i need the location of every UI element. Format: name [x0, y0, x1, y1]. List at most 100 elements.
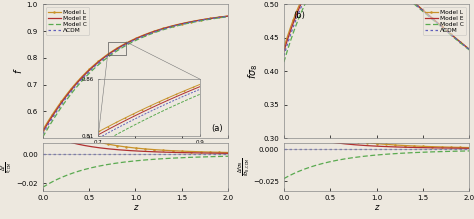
- ΛCDM: [73, 153, 78, 156]
- Model E: [365, 144, 371, 147]
- ΛCDM: [420, 148, 426, 150]
- Model L: [225, 151, 231, 154]
- ΛCDM: [88, 153, 93, 156]
- ΛCDM: [164, 153, 169, 156]
- Model E: [314, 138, 319, 141]
- X-axis label: z: z: [133, 203, 137, 212]
- Model E: [180, 151, 185, 154]
- Model C: [180, 156, 185, 159]
- Model C: [88, 71, 93, 73]
- Model L: [88, 139, 93, 141]
- Line: Model E: Model E: [284, 0, 469, 51]
- ΛCDM: [405, 148, 410, 150]
- Model E: [73, 142, 78, 145]
- Line: Model L: Model L: [283, 111, 471, 149]
- Model L: [365, 141, 371, 144]
- Model C: [365, 155, 371, 157]
- Model C: [420, 151, 426, 154]
- Model E: [180, 22, 185, 25]
- Line: Model L: Model L: [283, 0, 471, 50]
- Model E: [124, 149, 129, 152]
- Model L: [390, 144, 396, 146]
- Model C: [40, 186, 46, 189]
- Model C: [281, 177, 287, 180]
- ΛCDM: [180, 23, 185, 25]
- Model L: [281, 111, 287, 114]
- Y-axis label: $\frac{\Delta f}{f_{\rm CDM}}$: $\frac{\Delta f}{f_{\rm CDM}}$: [0, 161, 15, 173]
- ΛCDM: [149, 31, 155, 34]
- ΛCDM: [281, 54, 287, 57]
- Line: Model C: Model C: [43, 156, 228, 187]
- ΛCDM: [328, 148, 334, 150]
- Model L: [40, 129, 46, 131]
- Model C: [149, 32, 155, 35]
- Model E: [124, 42, 129, 45]
- Model L: [149, 148, 155, 151]
- Model E: [466, 48, 472, 51]
- ΛCDM: [149, 153, 155, 156]
- ΛCDM: [124, 43, 129, 45]
- ΛCDM: [466, 148, 472, 150]
- Model C: [73, 171, 78, 173]
- Model C: [466, 49, 472, 51]
- X-axis label: z: z: [374, 203, 379, 212]
- Line: Model E: Model E: [43, 132, 228, 153]
- Model E: [164, 26, 169, 29]
- ΛCDM: [40, 132, 46, 135]
- ΛCDM: [281, 148, 287, 150]
- Model C: [314, 164, 319, 166]
- Model C: [405, 152, 410, 154]
- Model C: [328, 160, 334, 163]
- Model E: [88, 68, 93, 71]
- ΛCDM: [124, 153, 129, 156]
- Model L: [225, 15, 231, 17]
- Line: ΛCDM: ΛCDM: [284, 0, 469, 56]
- Model L: [328, 135, 334, 138]
- Model C: [88, 167, 93, 169]
- Model C: [164, 157, 169, 160]
- Legend: Model L, Model E, Model C, ΛCDM: Model L, Model E, Model C, ΛCDM: [46, 7, 89, 35]
- Model E: [164, 151, 169, 154]
- ΛCDM: [225, 15, 231, 18]
- Model C: [225, 155, 231, 157]
- ΛCDM: [390, 148, 396, 150]
- Model L: [88, 67, 93, 70]
- Y-axis label: $f\sigma_8$: $f\sigma_8$: [246, 64, 260, 79]
- Model C: [124, 44, 129, 46]
- ΛCDM: [466, 48, 472, 51]
- ΛCDM: [421, 10, 427, 13]
- Model L: [180, 150, 185, 152]
- ΛCDM: [180, 153, 185, 156]
- Model E: [149, 150, 155, 153]
- Model E: [73, 83, 78, 86]
- Model E: [225, 15, 231, 18]
- Model E: [390, 146, 396, 148]
- Model C: [73, 87, 78, 90]
- Model C: [281, 61, 287, 64]
- Model L: [124, 41, 129, 44]
- Line: Model E: Model E: [43, 16, 228, 132]
- Line: Model E: Model E: [284, 129, 469, 148]
- Model E: [40, 130, 46, 133]
- Model E: [421, 10, 427, 12]
- Model L: [124, 146, 129, 148]
- Line: Model C: Model C: [43, 17, 228, 137]
- ΛCDM: [88, 69, 93, 72]
- Model C: [164, 27, 169, 30]
- Text: (a): (a): [211, 124, 223, 133]
- Model L: [164, 26, 169, 29]
- Line: Model L: Model L: [42, 15, 229, 131]
- Line: Model C: Model C: [284, 0, 469, 62]
- Model C: [149, 158, 155, 161]
- ΛCDM: [40, 153, 46, 156]
- Model L: [466, 146, 472, 149]
- Line: Model L: Model L: [42, 112, 229, 154]
- Model L: [466, 48, 472, 50]
- Y-axis label: f: f: [14, 70, 24, 73]
- Model E: [40, 130, 46, 133]
- Model L: [421, 9, 427, 12]
- Y-axis label: $\frac{\Delta f\sigma_8}{f\sigma_{8,{\rm CDM}}}$: $\frac{\Delta f\sigma_8}{f\sigma_{8,{\rm…: [237, 157, 252, 176]
- Model L: [314, 131, 319, 133]
- ΛCDM: [164, 27, 169, 29]
- Model L: [405, 144, 410, 147]
